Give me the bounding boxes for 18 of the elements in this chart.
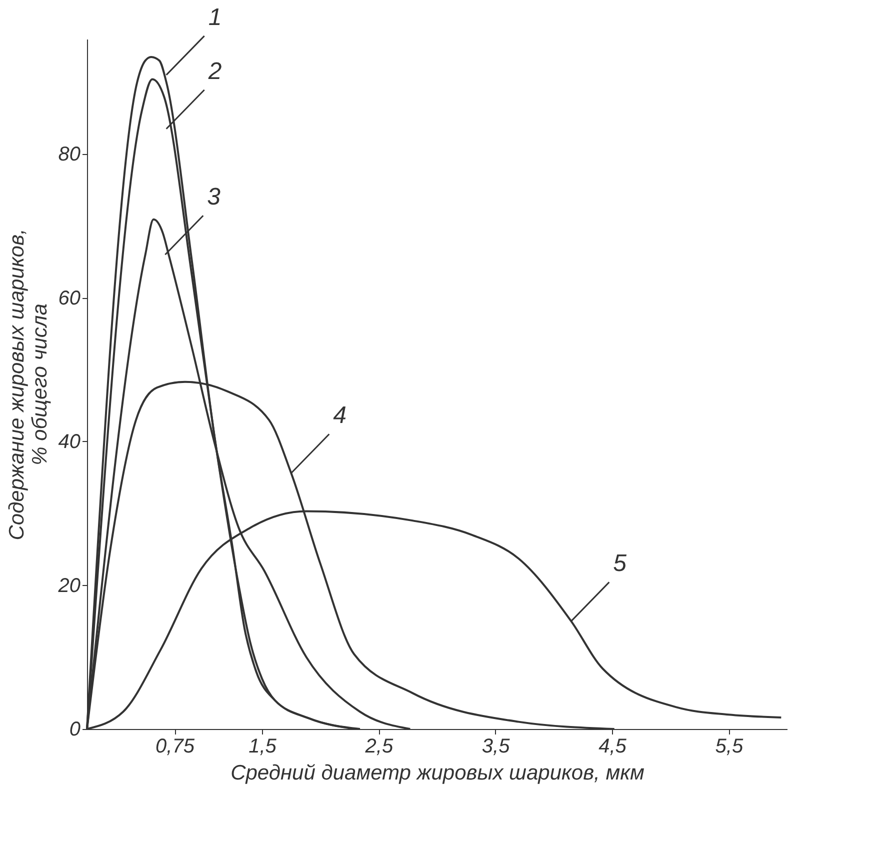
annotation: 3 <box>207 184 222 211</box>
y-tick-label: 60 <box>58 287 80 310</box>
y-tick-label: 80 <box>58 144 80 166</box>
x-tick-label: 3,5 <box>482 736 511 758</box>
annotation: 4 <box>333 402 347 430</box>
annotation: 1 <box>208 4 222 31</box>
x-tick-label: 2,5 <box>364 736 394 758</box>
y-tick-label: 20 <box>57 574 80 597</box>
x-axis-title: Средний диаметр жировых шариков, мкм <box>230 762 644 784</box>
y-tick-label: 0 <box>69 718 80 740</box>
y-axis-title: Содержание жировых шариков, % общего числа <box>5 228 52 540</box>
annotation: 5 <box>613 550 628 578</box>
x-tick-label: 4,5 <box>598 736 628 758</box>
x-tick-label: 0,75 <box>156 736 196 758</box>
x-tick-label: 1,5 <box>248 736 278 758</box>
y-tick-label: 40 <box>58 431 80 453</box>
x-tick-label: 5,5 <box>715 736 744 758</box>
annotation: 2 <box>207 58 222 85</box>
